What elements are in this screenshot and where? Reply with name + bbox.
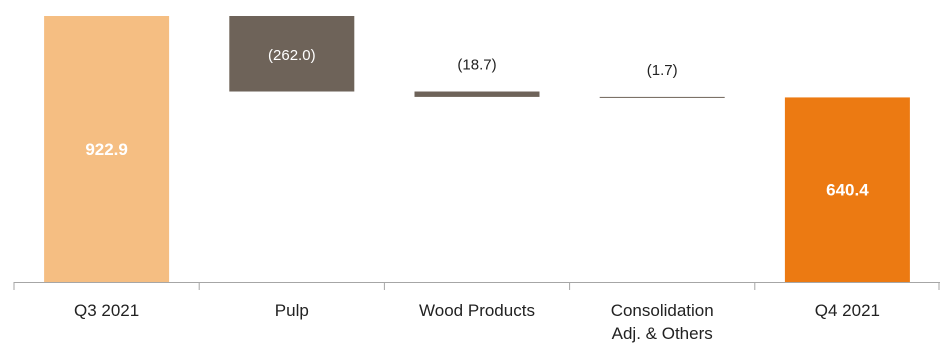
category-label-4: Q4 2021: [815, 301, 880, 320]
bar-1: [229, 16, 355, 92]
bar-2: [414, 91, 540, 97]
bar-3: [599, 96, 725, 98]
value-label-0: 922.9: [85, 140, 128, 159]
category-label-2: Wood Products: [419, 301, 535, 320]
bar-0: [44, 16, 170, 282]
category-label-0: Q3 2021: [74, 301, 139, 320]
value-label-1: (262.0): [268, 47, 316, 64]
bars-group: [44, 16, 910, 282]
value-label-4: 640.4: [826, 181, 869, 200]
labels-group: 922.9 Q3 2021 (262.0) Pulp (18.7) Wood Produc…: [74, 47, 880, 343]
value-label-3: (1.7): [647, 62, 678, 79]
category-label-3-line-0: Consolidation: [611, 301, 714, 320]
x-axis: [13, 282, 940, 290]
value-label-2: (18.7): [457, 57, 496, 74]
bar-4: [784, 97, 910, 282]
category-label-1: Pulp: [275, 301, 309, 320]
category-label-3-line-1: Adj. & Others: [612, 324, 713, 343]
